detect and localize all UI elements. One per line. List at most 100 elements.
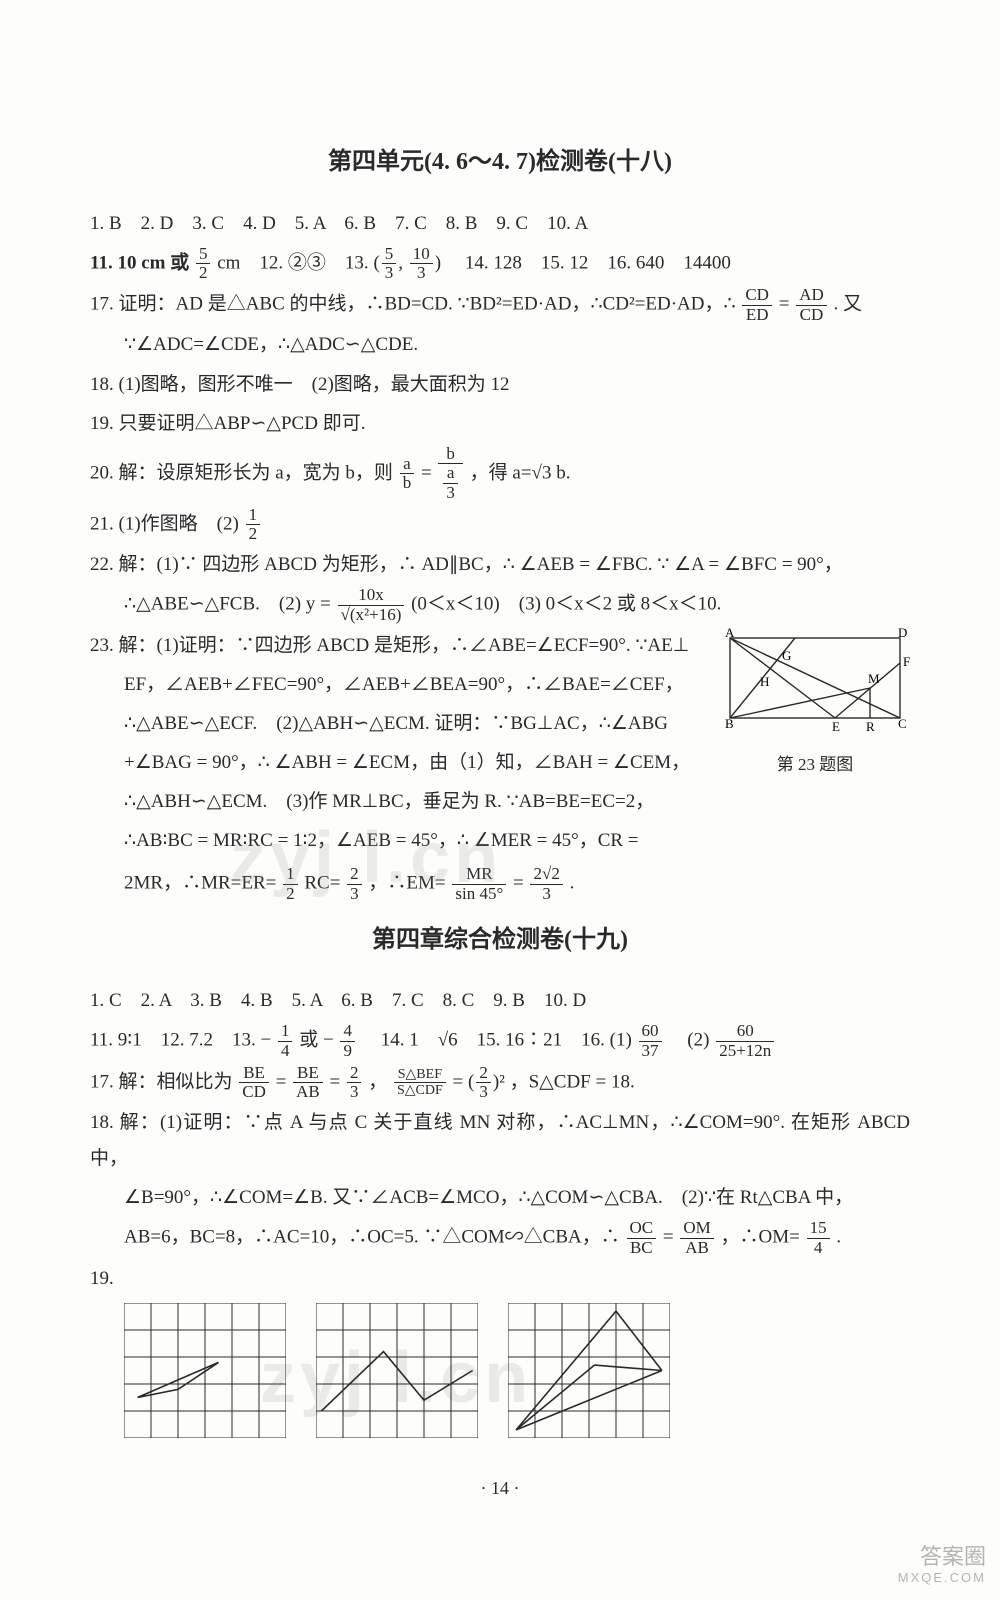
svg-text:H: H <box>760 674 769 689</box>
text: (2) <box>668 1030 709 1051</box>
text: = <box>453 1071 464 1092</box>
q23-svg: A B C D E F G H M R <box>720 628 910 738</box>
svg-text:C: C <box>898 716 907 731</box>
q22-line2: ∴△ABE∽△FCB. (2) y = 10x√(x²+16) (0＜x＜10)… <box>90 586 910 624</box>
fraction: 2√23 <box>530 865 562 903</box>
text: 2MR，∴MR=ER= <box>124 873 276 894</box>
text: 14. 128 15. 12 16. 640 14400 <box>446 252 731 273</box>
text: ，∴OM= <box>721 1227 800 1248</box>
text: 17. 解：相似比为 <box>90 1071 233 1092</box>
grid-1 <box>124 1303 286 1451</box>
svg-text:A: A <box>725 628 735 640</box>
fraction: MRsin 45° <box>452 865 506 903</box>
svg-text:G: G <box>782 648 791 663</box>
text: 或 − <box>299 1030 333 1051</box>
text: = <box>779 294 790 315</box>
q11-16b: 11. 9∶1 12. 7.2 13. − 14 或 − 49 14. 1 √6… <box>90 1022 910 1060</box>
q19b-label: 19. <box>90 1261 910 1297</box>
q21: 21. (1)作图略 (2) 12 <box>90 506 910 544</box>
q20: 20. 解：设原矩形长为 a，宽为 b，则 ab = b a3 ，得 a=√3 … <box>90 445 910 503</box>
text: ( <box>468 1071 474 1092</box>
q23-g: 2MR，∴MR=ER= 12 RC= 23 ，∴EM= MRsin 45° = … <box>90 865 910 903</box>
grid-figures <box>124 1303 910 1451</box>
svg-text:E: E <box>832 719 840 734</box>
q17-line1: 17. 证明：AD 是△ABC 的中线，∴BD=CD. ∵BD²=ED·AD，∴… <box>90 286 910 324</box>
fraction: 49 <box>340 1022 355 1060</box>
grid-2 <box>316 1303 478 1451</box>
fraction: BECD <box>239 1064 269 1102</box>
fraction: 103 <box>410 245 433 283</box>
fraction: OMAB <box>680 1219 713 1257</box>
text: = <box>663 1227 674 1248</box>
fraction: 23 <box>347 1064 362 1102</box>
corner-badge: 答案圈 MXQE.COM <box>898 1544 986 1586</box>
fraction: S△BEFS△CDF <box>394 1067 446 1099</box>
fraction: 6025+12n <box>716 1022 774 1060</box>
text: 11. 10 cm 或 <box>90 252 194 273</box>
svg-text:F: F <box>903 654 910 669</box>
fraction: 23 <box>476 1064 491 1102</box>
text: RC= <box>304 873 340 894</box>
mc-answers-19: 1. C 2. A 3. B 4. B 5. A 6. B 7. C 8. C … <box>90 983 910 1019</box>
text: . <box>570 873 575 894</box>
fraction: 12 <box>246 506 261 544</box>
q23-figure: A B C D E F G H M R 第 23 题图 <box>720 628 910 782</box>
fraction: ab <box>400 455 415 493</box>
text: ，S△CDF = 18. <box>510 1071 635 1092</box>
q17b: 17. 解：相似比为 BECD = BEAB = 23 ， S△BEFS△CDF… <box>90 1064 910 1102</box>
q22-line1: 22. 解：(1)∵ 四边形 ABCD 为矩形，∴ AD∥BC，∴ ∠AEB =… <box>90 547 910 583</box>
badge-title: 答案圈 <box>920 1544 986 1569</box>
fraction: 14 <box>278 1022 293 1060</box>
fraction: 6037 <box>639 1022 662 1060</box>
fraction: CDED <box>742 286 772 324</box>
q23-e: ∴△ABH∽△ECM. (3)作 MR⊥BC，垂足为 R. ∵AB=BE=EC=… <box>90 784 910 820</box>
text: . <box>836 1227 841 1248</box>
text: = <box>513 873 524 894</box>
fraction: 10x√(x²+16) <box>338 586 405 624</box>
q19: 19. 只要证明△ABP∽△PCD 即可. <box>90 406 910 442</box>
text: cm 12. ②③ 13. <box>217 252 373 273</box>
text: 20. 解：设原矩形长为 a，宽为 b，则 <box>90 462 393 483</box>
fraction: 23 <box>347 865 362 903</box>
badge-url: MXQE.COM <box>898 1570 986 1586</box>
text: 17. 证明：AD 是△ABC 的中线，∴BD=CD. ∵BD²=ED·AD，∴… <box>90 294 736 315</box>
text: AB=6，BC=8，∴AC=10，∴OC=5. ∵△COM∽△CBA，∴ <box>124 1227 620 1248</box>
text: 21. (1)作图略 (2) <box>90 513 239 534</box>
grid-3 <box>508 1303 670 1451</box>
text: ，得 a=√3 b. <box>470 462 571 483</box>
q18b-l2: ∠B=90°，∴∠COM=∠B. 又∵∠ACB=∠MCO，∴△COM∽△CBA.… <box>90 1180 910 1216</box>
fraction: b a3 <box>438 445 463 503</box>
text: . 又 <box>834 294 863 315</box>
svg-text:R: R <box>866 719 875 734</box>
fraction: 53 <box>382 245 397 283</box>
fraction: ADCD <box>796 286 827 324</box>
fraction: 52 <box>196 245 211 283</box>
text: ，∴EM= <box>368 873 445 894</box>
text: ， <box>368 1071 387 1092</box>
mc-answers-18: 1. B 2. D 3. C 4. D 5. A 6. B 7. C 8. B … <box>90 206 910 242</box>
q17-line2: ∵∠ADC=∠CDE，∴△ADC∽△CDE. <box>90 327 910 363</box>
fraction: OCBC <box>627 1219 657 1257</box>
text: = <box>421 462 432 483</box>
text: 14. 1 √6 15. 16∶21 16. (1) <box>362 1030 632 1051</box>
text: = <box>276 1071 287 1092</box>
svg-text:D: D <box>898 628 907 640</box>
q18b-l1: 18. 解：(1)证明：∵点 A 与点 C 关于直线 MN 对称，∴AC⊥MN，… <box>90 1105 910 1177</box>
q11-16: 11. 10 cm 或 52 cm 12. ②③ 13. (53, 103) 1… <box>90 245 910 283</box>
q18: 18. (1)图略，图形不唯一 (2)图略，最大面积为 12 <box>90 367 910 403</box>
text: = <box>329 1071 340 1092</box>
svg-text:M: M <box>868 671 880 686</box>
fraction: 154 <box>807 1219 830 1257</box>
figure-caption: 第 23 题图 <box>720 749 910 781</box>
q18b-l3: AB=6，BC=8，∴AC=10，∴OC=5. ∵△COM∽△CBA，∴ OCB… <box>90 1219 910 1257</box>
section-title-19: 第四章综合检测卷(十九) <box>90 918 910 964</box>
svg-text:B: B <box>725 716 734 731</box>
text: (0＜x＜10) (3) 0＜x＜2 或 8＜x＜10. <box>411 594 721 615</box>
text: 11. 9∶1 12. 7.2 13. − <box>90 1030 271 1051</box>
fraction: 12 <box>283 865 298 903</box>
fraction: BEAB <box>293 1064 323 1102</box>
text: ∴△ABE∽△FCB. (2) y = <box>124 594 336 615</box>
page-number: · 14 · <box>90 1471 910 1505</box>
text: ² <box>499 1071 505 1092</box>
section-title-18: 第四单元(4. 6～4. 7)检测卷(十八) <box>90 140 910 186</box>
